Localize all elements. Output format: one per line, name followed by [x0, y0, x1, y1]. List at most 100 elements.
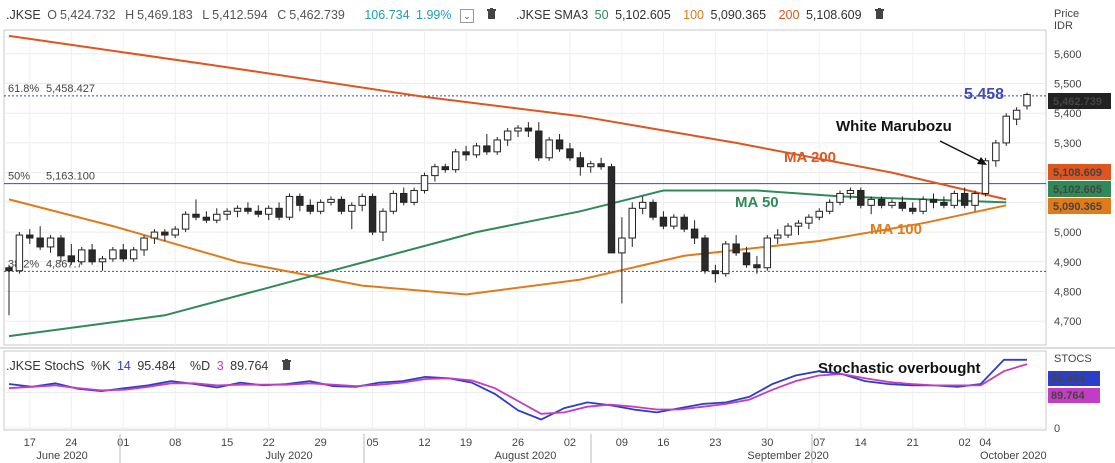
candle-body	[773, 234, 782, 239]
candle-body	[472, 145, 481, 156]
candle-body	[690, 228, 699, 239]
candle-body	[296, 195, 304, 206]
candle-body	[836, 192, 844, 203]
candle-body	[348, 204, 356, 212]
sma50-period: 50	[594, 8, 609, 22]
candle-body	[483, 145, 491, 153]
candle-body	[368, 195, 377, 233]
candle-body	[857, 189, 865, 206]
candle-body	[1012, 109, 1021, 120]
open-label: O	[47, 8, 57, 22]
stoch-k-tag-label: 95.484	[1051, 373, 1086, 385]
candle-body	[981, 160, 990, 194]
candle-body	[26, 234, 34, 239]
change-pct: 1.99%	[416, 8, 452, 22]
candle-body	[431, 166, 439, 177]
x-tick-label: 08	[169, 437, 181, 449]
x-tick-label: 09	[616, 437, 628, 449]
candle-body	[88, 249, 96, 263]
candle-body	[358, 195, 366, 206]
candle-body	[825, 201, 834, 212]
stoch-panel-frame	[3, 350, 1047, 431]
low-label: L	[202, 8, 210, 22]
candle-body	[98, 258, 107, 263]
candle-body	[815, 210, 823, 218]
price-tag	[1048, 93, 1111, 109]
candle-body	[77, 249, 86, 263]
high-value: 5,469.183	[137, 8, 193, 22]
candle-body	[992, 142, 1000, 162]
x-tick-label: 14	[855, 437, 867, 449]
candle-body	[129, 249, 138, 260]
candle-body	[898, 201, 907, 209]
stoch-tick-label: 0	[1054, 423, 1060, 435]
price-tag	[1048, 198, 1111, 214]
d-value: 89.764	[230, 359, 269, 373]
candle-body	[441, 166, 450, 171]
candle-body	[960, 192, 969, 206]
level-annotation: 5.458	[964, 86, 1004, 103]
candle-body	[763, 237, 772, 269]
candle-body	[638, 201, 647, 209]
k-value: 95.484	[137, 359, 176, 373]
fib-level-value: 5,163.100	[46, 171, 95, 183]
candle-body	[950, 192, 959, 206]
candle-body	[701, 237, 709, 272]
x-tick-label: 16	[657, 437, 669, 449]
month-label: June 2020	[36, 450, 87, 462]
stoch-d-tag	[1048, 388, 1100, 403]
candle-body	[909, 207, 917, 212]
price-tag-label: 5,108.609	[1053, 167, 1102, 179]
price-tick-label: 5,300	[1054, 138, 1082, 150]
price-axis-currency: IDR	[1054, 20, 1073, 32]
ma50-annotation: MA 50	[735, 194, 779, 211]
sma50-value: 5,102.605	[615, 8, 671, 22]
fib-level-pct: 61.8%	[8, 83, 39, 95]
x-tick-label: 19	[460, 437, 472, 449]
candle-body	[316, 201, 325, 212]
month-label: August 2020	[495, 450, 557, 462]
candle-body	[285, 195, 294, 218]
candle-body	[649, 201, 657, 218]
candle-body	[888, 201, 896, 206]
candle-body	[566, 148, 574, 159]
marubozu-arrow	[939, 140, 985, 164]
candle-body	[618, 237, 626, 254]
candle-body	[503, 130, 512, 141]
candle-body	[742, 252, 751, 266]
candle-body	[971, 192, 979, 206]
candle-body	[524, 127, 533, 132]
candle-body	[877, 198, 886, 206]
candle-body	[929, 198, 938, 203]
ma100-annotation: MA 100	[870, 221, 922, 238]
candle-body	[161, 231, 169, 236]
price-axis-title: Price	[1054, 8, 1079, 20]
white-marubozu-annotation: White Marubozu	[836, 118, 952, 135]
x-tick-label: 24	[65, 437, 77, 449]
delete-trash-icon[interactable]	[486, 8, 497, 23]
candle-body	[171, 228, 179, 236]
candle-body	[493, 139, 501, 153]
price-tick-label: 5,600	[1054, 49, 1082, 61]
candle-body	[659, 216, 668, 227]
delete-stoch-trash-icon[interactable]	[281, 359, 292, 374]
price-header: .JKSE O 5,424.732 H 5,469.183 L 5,412.594 C…	[6, 8, 888, 23]
x-tick-label: 26	[512, 437, 524, 449]
delete-sma-trash-icon[interactable]	[874, 8, 885, 23]
candle-body	[150, 231, 159, 239]
x-tick-label: 29	[315, 437, 327, 449]
d-label: %D	[190, 359, 211, 373]
open-value: 5,424.732	[59, 8, 116, 22]
candle-body	[420, 175, 429, 191]
candle-body	[711, 270, 720, 275]
collapse-chevron-icon[interactable]: ⌄	[459, 8, 474, 23]
fib-level-pct: 50%	[8, 171, 30, 183]
ma50-line	[8, 189, 1007, 338]
x-tick-label: 22	[263, 437, 275, 449]
price-tag-label: 5,102.605	[1053, 184, 1102, 196]
sma200-value: 5,108.609	[805, 8, 862, 22]
high-label: H	[125, 8, 135, 22]
candle-body	[254, 210, 263, 215]
x-tick-label: 05	[366, 437, 378, 449]
k-label: %K	[91, 359, 111, 373]
